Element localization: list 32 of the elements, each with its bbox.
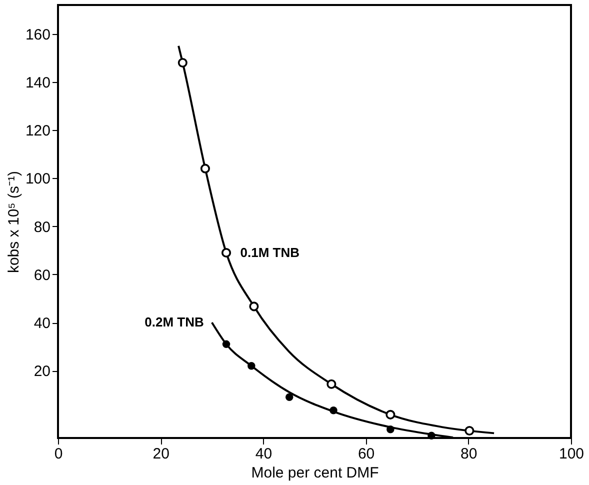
point (178, 58, 188, 68)
y-tick-label: 160 (25, 26, 50, 44)
x-tick-label: 20 (152, 446, 170, 462)
line-series (178, 44, 496, 434)
y-tick-label: 40 (34, 315, 50, 332)
y-tick-label: 140 (25, 74, 50, 92)
y-tick-label: 60 (34, 266, 50, 284)
point (386, 410, 396, 420)
point (428, 432, 436, 440)
point (248, 362, 256, 370)
y-tick-label: 20 (34, 363, 50, 380)
point (330, 406, 338, 414)
point (464, 426, 474, 436)
y-tick-label: 80 (34, 218, 50, 236)
point (285, 393, 294, 401)
x-tick-label: 40 (255, 446, 272, 462)
x-tick-label: 60 (358, 446, 375, 462)
y-tick-label: 120 (25, 122, 50, 140)
y-axis-title: kobs x 10⁵ (s⁻¹) (5, 170, 22, 274)
point (249, 302, 259, 312)
series-label: 0.2M TNB (144, 314, 204, 330)
point (221, 248, 232, 258)
point (386, 425, 394, 434)
x-axis-title: Mole per cent DMF (251, 464, 379, 482)
point (200, 164, 210, 174)
x-tick-label: 100 (558, 446, 584, 462)
y-tick-label: 100 (25, 170, 50, 188)
x-tick-label: 0 (54, 446, 63, 462)
series-label: 0.1M TNB (240, 244, 300, 260)
point (326, 379, 336, 389)
x-tick-label: 80 (460, 446, 478, 462)
point (222, 340, 230, 348)
